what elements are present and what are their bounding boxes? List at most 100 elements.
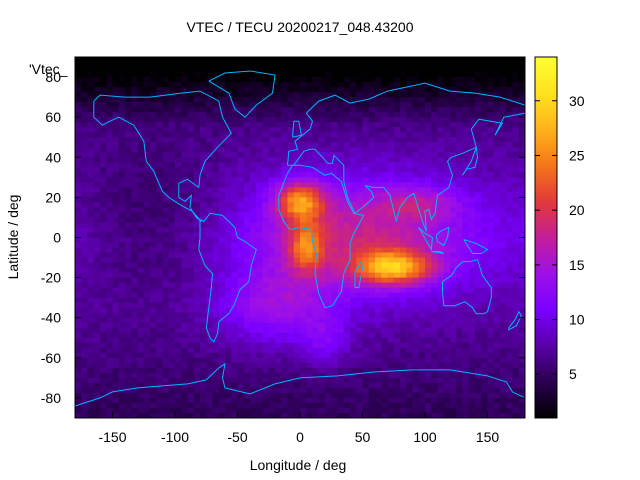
- heatmap-cell: [200, 192, 207, 198]
- heatmap-cell: [187, 387, 195, 394]
- heatmap-cell: [218, 287, 226, 294]
- heatmap-cell: [481, 412, 488, 419]
- heatmap-cell: [287, 197, 295, 203]
- heatmap-cell: [443, 107, 451, 113]
- heatmap-cell: [100, 87, 107, 93]
- heatmap-cell: [487, 322, 495, 329]
- heatmap-cell: [75, 202, 82, 208]
- heatmap-cell: [218, 372, 226, 379]
- heatmap-cell: [437, 237, 445, 243]
- heatmap-cell: [462, 342, 470, 349]
- heatmap-cell: [462, 192, 470, 198]
- heatmap-cell: [262, 57, 270, 63]
- heatmap-cell: [437, 87, 445, 93]
- heatmap-cell: [431, 192, 438, 198]
- heatmap-cell: [125, 87, 132, 93]
- heatmap-cell: [437, 377, 445, 384]
- heatmap-cell: [481, 312, 488, 319]
- heatmap-cell: [100, 282, 107, 289]
- heatmap-cell: [225, 137, 232, 143]
- heatmap-cell: [362, 232, 370, 238]
- heatmap-cell: [206, 157, 213, 163]
- heatmap-cell: [268, 167, 276, 173]
- heatmap-cell: [175, 332, 182, 339]
- heatmap-cell: [262, 247, 270, 253]
- heatmap-cell: [356, 352, 363, 359]
- heatmap-cell: [262, 307, 270, 314]
- heatmap-cell: [450, 132, 457, 138]
- heatmap-cell: [143, 262, 151, 268]
- heatmap-cell: [381, 122, 388, 128]
- heatmap-cell: [406, 232, 413, 238]
- heatmap-cell: [93, 402, 101, 409]
- heatmap-cell: [262, 337, 270, 344]
- heatmap-cell: [362, 362, 370, 369]
- heatmap-cell: [112, 172, 120, 178]
- heatmap-cell: [193, 392, 201, 399]
- heatmap-cell: [425, 397, 432, 404]
- heatmap-cell: [275, 157, 282, 163]
- heatmap-cell: [225, 347, 232, 354]
- heatmap-cell: [187, 87, 195, 93]
- heatmap-cell: [143, 102, 151, 108]
- heatmap-cell: [75, 412, 82, 419]
- heatmap-cell: [193, 317, 201, 324]
- heatmap-cell: [493, 197, 501, 203]
- heatmap-cell: [275, 372, 282, 379]
- heatmap-cell: [193, 337, 201, 344]
- heatmap-cell: [237, 97, 245, 103]
- heatmap-cell: [231, 117, 238, 123]
- heatmap-cell: [368, 382, 376, 389]
- heatmap-cell: [381, 387, 388, 394]
- heatmap-cell: [212, 407, 220, 414]
- heatmap-cell: [425, 282, 432, 289]
- heatmap-cell: [193, 187, 201, 193]
- heatmap-cell: [450, 57, 457, 63]
- heatmap-cell: [350, 112, 357, 118]
- heatmap-cell: [300, 202, 307, 208]
- heatmap-cell: [431, 207, 438, 213]
- heatmap-cell: [437, 247, 445, 253]
- heatmap-cell: [237, 102, 245, 108]
- heatmap-cell: [500, 87, 507, 93]
- heatmap-cell: [412, 127, 420, 133]
- heatmap-cell: [87, 382, 95, 389]
- heatmap-cell: [243, 182, 251, 188]
- heatmap-cell: [337, 192, 345, 198]
- heatmap-cell: [400, 217, 407, 223]
- heatmap-cell: [268, 277, 276, 284]
- heatmap-cell: [93, 292, 101, 299]
- heatmap-cell: [312, 92, 320, 98]
- heatmap-cell: [237, 57, 245, 63]
- heatmap-cell: [318, 262, 326, 268]
- heatmap-cell: [425, 127, 432, 133]
- heatmap-cell: [187, 297, 195, 304]
- heatmap-cell: [450, 222, 457, 228]
- heatmap-cell: [256, 237, 263, 243]
- heatmap-cell: [175, 307, 182, 314]
- heatmap-cell: [337, 92, 345, 98]
- heatmap-cell: [343, 282, 351, 289]
- heatmap-cell: [100, 97, 107, 103]
- heatmap-cell: [143, 287, 151, 294]
- heatmap-cell: [381, 157, 388, 163]
- heatmap-cell: [437, 212, 445, 218]
- heatmap-cell: [162, 122, 170, 128]
- heatmap-cell: [181, 102, 188, 108]
- heatmap-cell: [393, 77, 401, 83]
- heatmap-cell: [118, 242, 126, 248]
- heatmap-cell: [500, 362, 507, 369]
- heatmap-cell: [243, 127, 251, 133]
- heatmap-cell: [137, 362, 145, 369]
- heatmap-cell: [150, 172, 157, 178]
- heatmap-cell: [443, 297, 451, 304]
- heatmap-cell: [456, 97, 463, 103]
- heatmap-cell: [162, 152, 170, 158]
- heatmap-cell: [500, 357, 507, 364]
- heatmap-cell: [193, 167, 201, 173]
- heatmap-cell: [162, 297, 170, 304]
- heatmap-cell: [468, 102, 476, 108]
- heatmap-cell: [343, 117, 351, 123]
- heatmap-cell: [137, 92, 145, 98]
- heatmap-cell: [481, 67, 488, 73]
